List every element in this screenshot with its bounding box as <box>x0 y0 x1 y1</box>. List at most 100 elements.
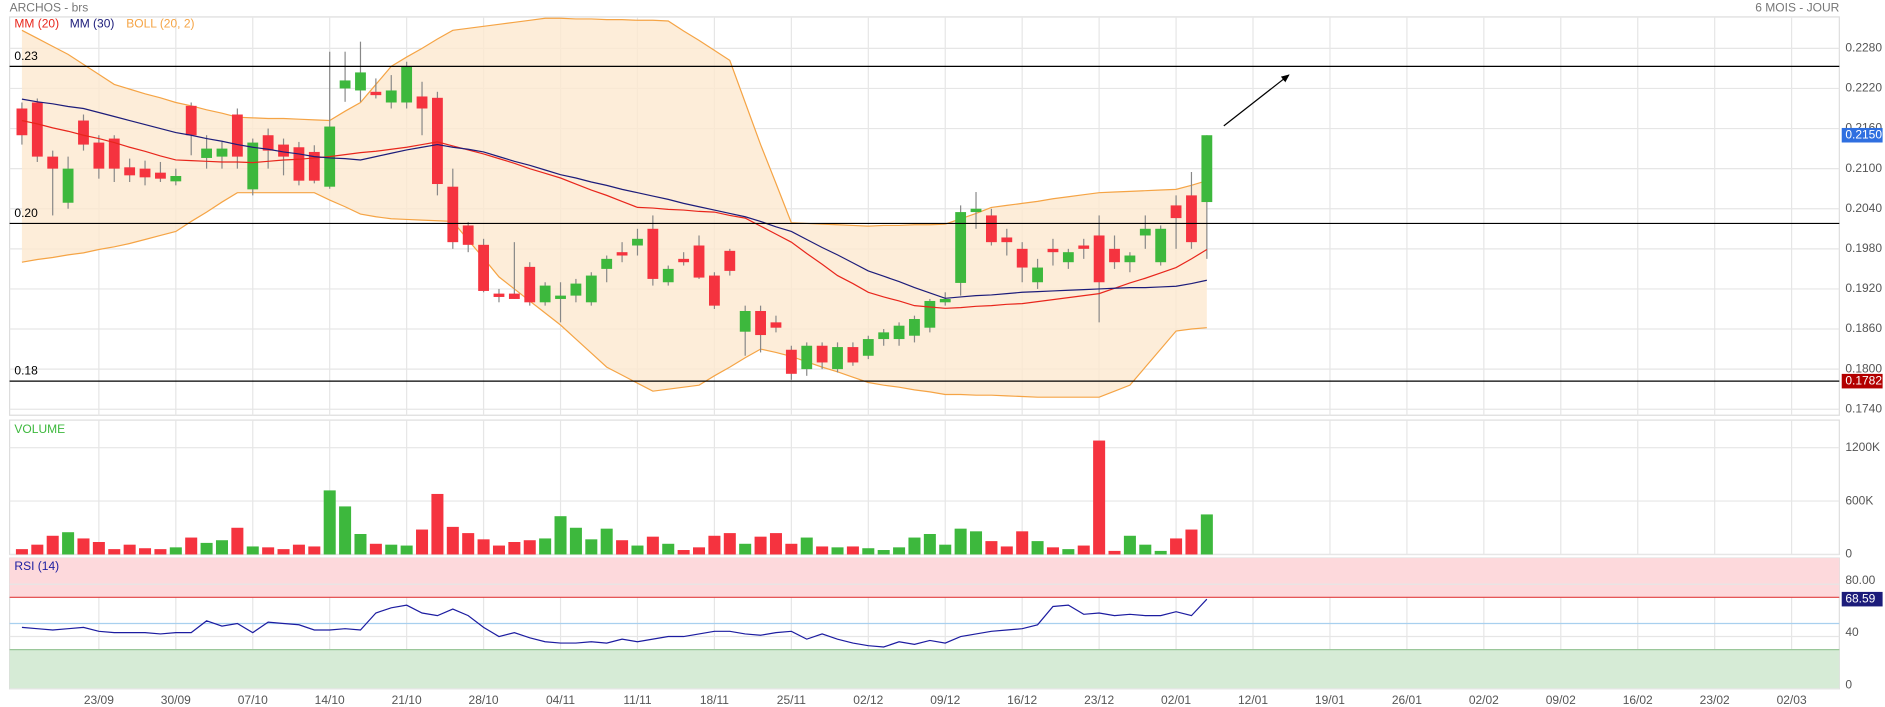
candle-body <box>878 332 890 340</box>
candle-body <box>693 245 705 278</box>
volume-bar <box>15 549 28 555</box>
legend-entry: MM (20) <box>14 16 59 30</box>
candle-body <box>416 96 428 109</box>
price-tag <box>1841 373 1883 389</box>
volume-bar <box>1139 544 1152 555</box>
volume-bar <box>1093 440 1106 555</box>
volume-bar <box>569 527 582 555</box>
y-tick-label: 0.1740 <box>1845 401 1882 415</box>
x-tick-label: 25/11 <box>777 693 806 707</box>
candle-body <box>862 339 874 356</box>
x-tick-label: 02/12 <box>853 693 883 707</box>
volume-bar <box>816 546 829 555</box>
candle-body <box>1170 205 1182 219</box>
x-tick-label: 23/09 <box>84 693 114 707</box>
volume-bar <box>431 493 444 555</box>
volume-bar <box>1016 531 1029 555</box>
volume-bar <box>723 533 736 555</box>
x-tick-label: 26/01 <box>1392 693 1422 707</box>
volume-bar <box>508 542 521 555</box>
candle-body <box>385 90 397 103</box>
volume-bar <box>339 506 352 555</box>
volume-bar <box>908 537 921 555</box>
legend-entry: BOLL (20, 2) <box>126 16 194 30</box>
x-tick-label: 11/11 <box>623 693 652 707</box>
volume-bar <box>77 538 90 555</box>
candle-body <box>308 151 320 181</box>
y-tick-label: 0.2040 <box>1845 201 1882 215</box>
candle-body <box>939 298 951 303</box>
volume-bar <box>877 550 890 555</box>
volume-bar <box>246 546 259 555</box>
x-tick-label: 02/02 <box>1469 693 1499 707</box>
candle-body <box>1155 228 1167 263</box>
volume-bar <box>585 539 598 555</box>
candle-body <box>739 310 751 332</box>
candle-body <box>1139 228 1151 236</box>
candle-body <box>585 275 597 303</box>
candle-body <box>355 72 366 91</box>
volume-bar <box>646 536 659 555</box>
volume-bar <box>92 542 105 555</box>
volume-bar <box>323 490 336 555</box>
x-tick-label: 02/01 <box>1161 693 1191 707</box>
level-label: 0.20 <box>14 206 38 220</box>
candle-body <box>524 266 536 303</box>
candle-body <box>278 144 289 157</box>
volume-bar <box>1000 546 1013 555</box>
volume-bar <box>739 543 752 555</box>
bollinger-upper <box>21 17 1208 227</box>
y-tick-label: 0 <box>1845 547 1852 561</box>
candle-body <box>970 208 982 213</box>
legend-entry: MM (30) <box>70 16 115 30</box>
candle-body <box>832 347 843 370</box>
rsi-tag-label: 68.59 <box>1845 591 1875 605</box>
bollinger-fill <box>21 18 1207 398</box>
level-label: 0.23 <box>14 49 38 63</box>
volume-bar <box>785 543 798 555</box>
volume-bar <box>662 543 675 555</box>
candle-body <box>370 91 382 96</box>
volume-bar <box>292 544 305 555</box>
y-tick-label: 0.2100 <box>1845 161 1882 175</box>
candle-body <box>447 186 459 243</box>
volume-bar <box>200 542 213 555</box>
candle-body <box>755 310 766 336</box>
volume-bar <box>939 544 952 555</box>
bollinger-lower <box>21 192 1207 398</box>
candle-body <box>432 97 443 185</box>
candle-body <box>1109 248 1120 263</box>
candle-body <box>1093 235 1105 283</box>
price-tag <box>1841 127 1883 143</box>
volume-bar <box>446 526 459 555</box>
candle-body <box>124 167 136 176</box>
volume-bar <box>1077 545 1090 555</box>
rsi-title: RSI (14) <box>14 559 59 573</box>
candle-body <box>985 215 997 243</box>
volume-bar <box>539 538 552 555</box>
candle-body <box>339 80 351 89</box>
candle-body <box>262 135 274 151</box>
chart-title: ARCHOS - brs <box>10 1 89 15</box>
candle-body <box>662 268 674 283</box>
candle-body <box>816 345 828 363</box>
x-tick-label: 28/10 <box>469 693 499 707</box>
candle-body <box>231 114 243 157</box>
volume-bar <box>631 545 644 555</box>
y-tick-label: 0.1860 <box>1845 321 1882 335</box>
x-tick-label: 21/10 <box>392 693 422 707</box>
y-tick-label: 0.2220 <box>1845 81 1882 95</box>
volume-bar <box>1108 550 1121 555</box>
volume-bar <box>523 540 536 555</box>
moving-average <box>21 98 1207 299</box>
candle-body <box>801 345 813 370</box>
candle-body <box>1124 255 1136 263</box>
volume-bar <box>215 540 228 555</box>
candle-body <box>108 138 120 169</box>
y-tick-label: 40 <box>1845 625 1859 639</box>
y-tick-label: 0.1920 <box>1845 281 1882 295</box>
volume-bar <box>1123 535 1136 555</box>
x-tick-label: 23/02 <box>1700 693 1730 707</box>
y-tick-label: 0.1800 <box>1845 361 1882 375</box>
price-tag-label: 0.2150 <box>1845 127 1882 141</box>
